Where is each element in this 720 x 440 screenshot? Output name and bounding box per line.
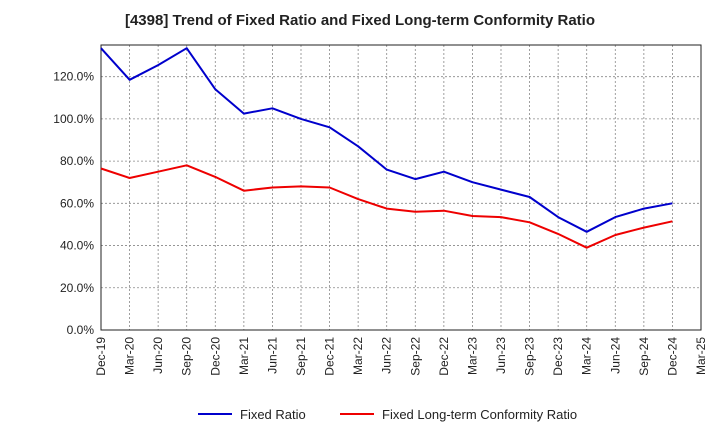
chart-title: [4398] Trend of Fixed Ratio and Fixed Lo… bbox=[124, 12, 596, 29]
series-line-fixed-ratio bbox=[100, 47, 673, 233]
series-line-fixed-long-term-conformity-ratio bbox=[100, 164, 673, 249]
x-tick-label: Dec-22 bbox=[437, 337, 451, 376]
x-tick-label: Mar-22 bbox=[351, 337, 365, 375]
x-tick-label: Jun-24 bbox=[608, 337, 622, 374]
x-tick-label: Dec-19 bbox=[94, 337, 108, 376]
x-tick-label: Sep-22 bbox=[408, 337, 422, 376]
x-tick-label: Dec-21 bbox=[323, 337, 337, 376]
plot-area-frame bbox=[100, 44, 702, 331]
y-tick-label: 0.0% bbox=[67, 323, 95, 337]
x-tick-label: Dec-20 bbox=[208, 337, 222, 376]
x-tick-label: Sep-20 bbox=[180, 337, 194, 376]
x-tick-label: Mar-24 bbox=[580, 337, 594, 375]
y-tick-label: 40.0% bbox=[60, 239, 94, 253]
y-tick-label: 20.0% bbox=[60, 281, 94, 295]
x-tick-label: Jun-21 bbox=[265, 337, 279, 374]
y-tick-label: 100.0% bbox=[53, 112, 94, 126]
x-tick-label: Mar-23 bbox=[465, 337, 479, 375]
x-tick-label: Sep-23 bbox=[523, 337, 537, 376]
x-tick-label: Sep-24 bbox=[637, 337, 651, 376]
y-tick-label: 120.0% bbox=[53, 70, 94, 84]
y-tick-label: 80.0% bbox=[60, 154, 94, 168]
x-tick-label: Dec-23 bbox=[551, 337, 565, 376]
x-tick-label: Jun-22 bbox=[380, 337, 394, 374]
x-tick-label: Jun-20 bbox=[151, 337, 165, 374]
x-tick-label: Jun-23 bbox=[494, 337, 508, 374]
legend-label: Fixed Long-term Conformity Ratio bbox=[382, 407, 577, 422]
x-tick-label: Mar-21 bbox=[237, 337, 251, 375]
x-tick-label: Mar-20 bbox=[123, 337, 137, 375]
y-tick-label: 60.0% bbox=[60, 196, 94, 210]
legend-label: Fixed Ratio bbox=[240, 407, 306, 422]
x-tick-label: Dec-24 bbox=[665, 337, 679, 376]
x-tick-label: Sep-21 bbox=[294, 337, 308, 376]
x-tick-label: Mar-25 bbox=[694, 337, 708, 375]
